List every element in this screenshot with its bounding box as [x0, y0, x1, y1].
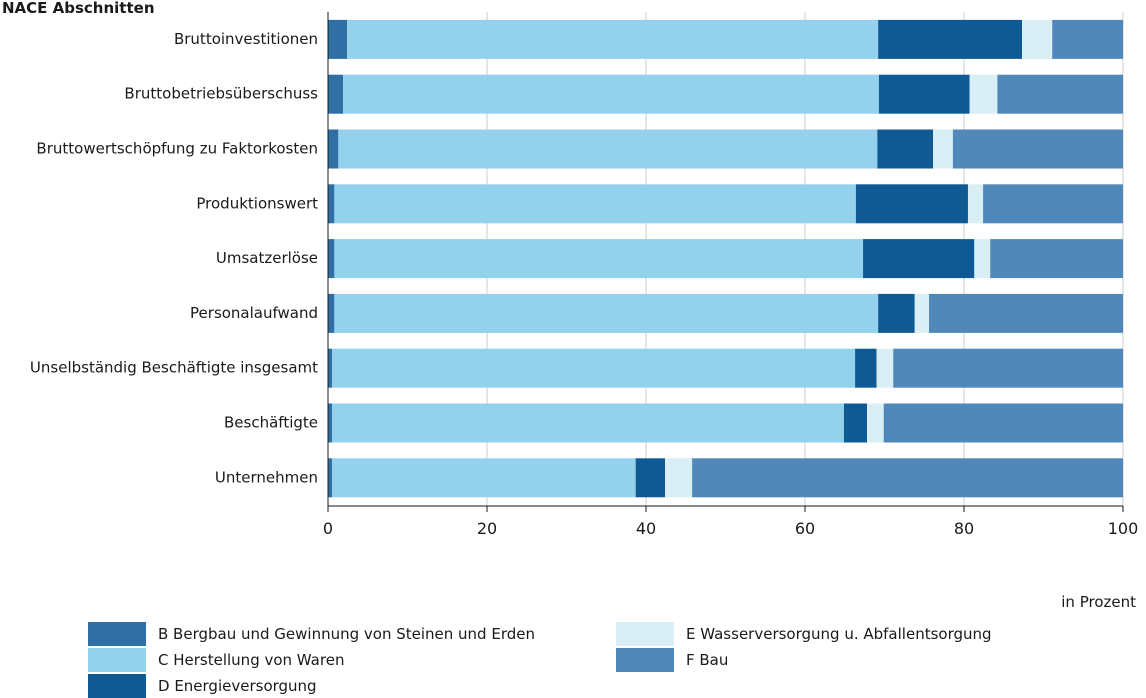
legend-label-e: E Wasserversorgung u. Abfallentsorgung — [686, 625, 992, 643]
category-label-7: Beschäftigte — [224, 414, 318, 432]
bar-segment-6-4 — [893, 348, 1123, 388]
bar-segment-0-0 — [328, 19, 348, 59]
legend-swatch-e — [616, 622, 674, 646]
bar-segment-2-2 — [877, 129, 933, 169]
stacked-bar-chart: NACE Abschnitten BruttoinvestitionenBrut… — [2, 0, 1138, 611]
bars — [328, 19, 1123, 498]
bar-segment-6-3 — [876, 348, 894, 388]
legend-label-c: C Herstellung von Waren — [158, 651, 345, 669]
bar-segment-1-1 — [343, 74, 879, 114]
legend-item-b: B Bergbau und Gewinnung von Steinen und … — [88, 622, 535, 646]
chart-title: NACE Abschnitten — [2, 0, 155, 17]
category-label-0: Bruttoinvestitionen — [174, 30, 318, 48]
x-tick-label-4: 80 — [954, 519, 974, 538]
bar-segment-2-1 — [338, 129, 878, 169]
x-tick-label-1: 20 — [477, 519, 497, 538]
legend-swatch-f — [616, 648, 674, 672]
legend-label-f: F Bau — [686, 651, 729, 669]
legend-item-c: C Herstellung von Waren — [88, 648, 344, 672]
bar-segment-7-0 — [328, 403, 332, 443]
bar-segment-7-1 — [331, 403, 844, 443]
bar-segment-4-2 — [863, 239, 975, 279]
bar-segment-3-1 — [334, 184, 856, 224]
bar-segment-3-3 — [967, 184, 984, 224]
bar-segment-6-2 — [855, 348, 877, 388]
category-label-2: Bruttowertschöpfung zu Faktorkosten — [36, 140, 318, 158]
category-label-8: Unternehmen — [215, 468, 318, 486]
category-label-3: Produktionswert — [196, 194, 318, 212]
bar-segment-8-2 — [635, 458, 666, 498]
legend-item-d: D Energieversorgung — [88, 674, 317, 698]
legend-swatch-d — [88, 674, 146, 698]
bar-segment-6-0 — [328, 348, 332, 388]
bar-segment-2-0 — [328, 129, 339, 169]
legend-label-d: D Energieversorgung — [158, 677, 317, 695]
bar-segment-6-1 — [331, 348, 856, 388]
legend-item-e: E Wasserversorgung u. Abfallentsorgung — [616, 622, 992, 646]
bar-segment-8-1 — [331, 458, 636, 498]
category-label-5: Personalaufwand — [190, 304, 318, 322]
bar-segment-5-3 — [914, 293, 930, 333]
bar-segment-8-3 — [665, 458, 693, 498]
bar-segment-4-0 — [328, 239, 335, 279]
legend: B Bergbau und Gewinnung von Steinen und … — [88, 622, 1088, 698]
bar-segment-7-4 — [883, 403, 1123, 443]
bar-segment-8-4 — [692, 458, 1123, 498]
bar-segment-3-2 — [855, 184, 968, 224]
bar-segment-1-3 — [969, 74, 998, 114]
bar-segment-3-4 — [983, 184, 1123, 224]
category-label-1: Bruttobetriebsüberschuss — [124, 85, 318, 103]
x-tick-label-0: 0 — [323, 519, 333, 538]
bar-segment-0-1 — [347, 19, 879, 59]
x-tick-label-5: 100 — [1108, 519, 1139, 538]
bar-segment-2-3 — [932, 129, 953, 169]
bar-segment-0-3 — [1022, 19, 1053, 59]
bar-segment-4-4 — [990, 239, 1123, 279]
category-label-6: Unselbständig Beschäftigte insgesamt — [30, 359, 318, 377]
bar-segment-1-0 — [328, 74, 344, 114]
legend-swatch-c — [88, 648, 146, 672]
bar-segment-5-0 — [328, 293, 335, 333]
bar-segment-0-4 — [1052, 19, 1123, 59]
bar-segment-5-1 — [334, 293, 879, 333]
x-axis-title: in Prozent — [1061, 593, 1136, 611]
legend-item-f: F Bau — [616, 648, 728, 672]
bar-segment-0-2 — [878, 19, 1023, 59]
bar-segment-1-4 — [997, 74, 1123, 114]
x-axis: 0 20 40 60 80 100 — [323, 12, 1138, 538]
bar-segment-5-4 — [929, 293, 1123, 333]
bar-segment-2-4 — [952, 129, 1123, 169]
legend-swatch-b — [88, 622, 146, 646]
category-labels: Bruttoinvestitionen Bruttobetriebsübersch… — [30, 30, 318, 486]
legend-label-b: B Bergbau und Gewinnung von Steinen und … — [158, 625, 535, 643]
bar-segment-5-2 — [878, 293, 915, 333]
bar-segment-7-3 — [867, 403, 884, 443]
bar-segment-7-2 — [843, 403, 868, 443]
bar-segment-4-1 — [334, 239, 864, 279]
category-label-4: Umsatzerlöse — [216, 249, 318, 267]
bar-segment-3-0 — [328, 184, 335, 224]
x-tick-label-3: 60 — [795, 519, 815, 538]
bar-segment-1-2 — [878, 74, 970, 114]
bar-segment-4-3 — [974, 239, 991, 279]
bar-segment-8-0 — [328, 458, 332, 498]
x-tick-label-2: 40 — [636, 519, 656, 538]
